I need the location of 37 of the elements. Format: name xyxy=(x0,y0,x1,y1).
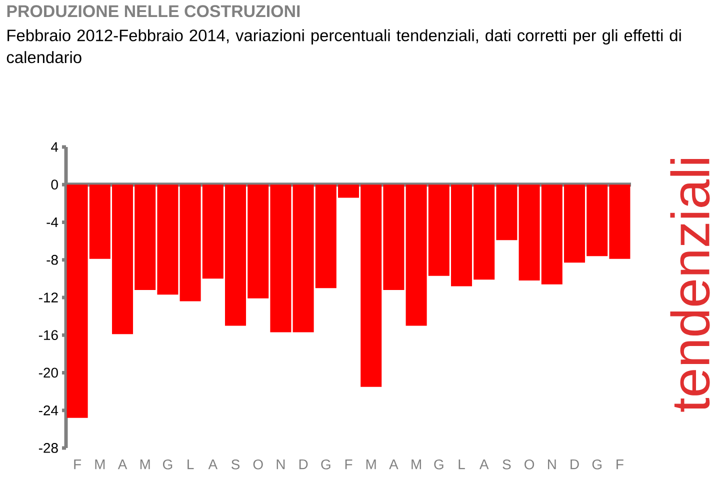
x-tick-label: D xyxy=(299,460,308,470)
x-tick-label: M xyxy=(366,460,376,470)
x-tick-label: N xyxy=(276,460,285,470)
chart-title: PRODUZIONE NELLE COSTRUZIONI xyxy=(7,5,300,18)
x-tick-label: L xyxy=(458,460,465,470)
y-tick-label: -28 xyxy=(38,443,58,453)
x-tick-label: G xyxy=(162,459,172,470)
x-tick-label: F xyxy=(345,460,352,470)
x-tick-label: A xyxy=(479,460,489,470)
y-tick-label: -4 xyxy=(46,217,58,228)
x-tick-label: S xyxy=(502,459,511,470)
y-tick-label: -16 xyxy=(38,330,58,340)
x-tick-label: A xyxy=(118,460,128,470)
x-tick-label: G xyxy=(592,459,602,470)
x-tick-label: O xyxy=(524,459,534,470)
y-tick-label: 4 xyxy=(51,142,58,152)
y-tick-label: -12 xyxy=(38,292,58,302)
x-tick-label: M xyxy=(95,460,105,470)
x-tick-label: O xyxy=(253,459,263,470)
x-tick-label: M xyxy=(140,460,150,470)
y-tick-label: -20 xyxy=(38,368,58,378)
x-tick-label: S xyxy=(232,459,240,470)
y-tick-label: 0 xyxy=(51,180,58,190)
x-tick-label: F xyxy=(74,460,82,470)
text: tendenziali xyxy=(670,159,710,412)
x-tick-label: F xyxy=(616,460,624,470)
y-tick-label: -24 xyxy=(38,405,58,416)
x-tick-label: N xyxy=(548,460,556,470)
x-tick-label: L xyxy=(188,460,194,470)
y-tick-label: -8 xyxy=(46,254,58,265)
x-tick-label: A xyxy=(389,460,398,470)
x-tick-label: G xyxy=(434,459,444,470)
x-tick-label: A xyxy=(208,460,218,470)
x-tick-label: M xyxy=(412,460,421,470)
chart-subtitle: Febbraio 2012-Febbraio 2014, variazioni percentuali tendenziali, dati corretti per gli effetti di calendario xyxy=(6,29,681,64)
x-tick-label: D xyxy=(570,460,579,470)
x-tick-label: G xyxy=(321,459,330,470)
